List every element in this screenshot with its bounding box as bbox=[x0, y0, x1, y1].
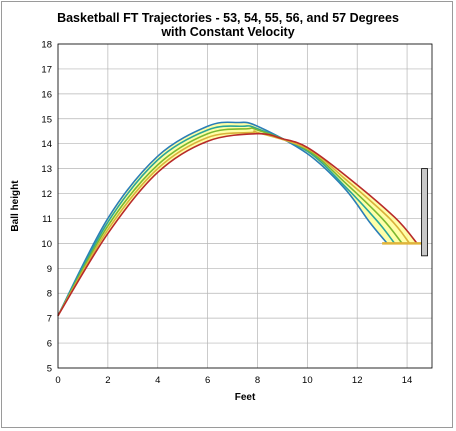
y-tick-label: 10 bbox=[41, 239, 52, 250]
x-tick-label: 14 bbox=[402, 375, 413, 386]
y-tick-label: 17 bbox=[41, 64, 52, 75]
y-axis-ticks: 5 6 7 8 9 10 11 12 13 14 15 16 17 18 bbox=[41, 40, 52, 375]
y-tick-label: 16 bbox=[41, 89, 52, 100]
x-tick-label: 0 bbox=[55, 375, 60, 386]
hoop-group bbox=[382, 168, 428, 257]
trajectory-line-4 bbox=[57, 130, 411, 317]
y-tick-label: 13 bbox=[41, 164, 52, 175]
y-tick-label: 8 bbox=[47, 289, 52, 300]
chart-subtitle: with Constant Velocity bbox=[161, 25, 295, 39]
y-tick-label: 7 bbox=[47, 314, 52, 325]
y-tick-label: 9 bbox=[47, 264, 52, 275]
trajectory-line-3 bbox=[57, 127, 403, 317]
y-tick-label: 11 bbox=[42, 214, 52, 225]
x-tick-label: 6 bbox=[205, 375, 210, 386]
x-tick-label: 12 bbox=[352, 375, 363, 386]
backboard bbox=[421, 168, 428, 257]
x-tick-label: 10 bbox=[302, 375, 313, 386]
x-tick-label: 2 bbox=[105, 375, 110, 386]
y-tick-label: 5 bbox=[47, 364, 52, 375]
trajectory-line-1 bbox=[57, 121, 388, 317]
y-tick-label: 14 bbox=[41, 139, 52, 150]
y-axis-label: Ball height bbox=[10, 180, 21, 232]
y-tick-label: 18 bbox=[41, 40, 52, 51]
y-tick-label: 12 bbox=[41, 189, 52, 200]
x-tick-label: 8 bbox=[255, 375, 260, 386]
y-tick-label: 6 bbox=[47, 339, 52, 350]
x-axis-ticks: 0 2 4 6 8 10 12 14 bbox=[55, 375, 412, 386]
series-group bbox=[57, 121, 418, 317]
trajectory-line-2 bbox=[57, 125, 396, 317]
trajectory-line-5 bbox=[57, 132, 418, 317]
plot-area bbox=[57, 43, 433, 369]
x-tick-label: 4 bbox=[155, 375, 160, 386]
chart-title: Basketball FT Trajectories - 53, 54, 55,… bbox=[57, 11, 399, 25]
grid-lines bbox=[57, 43, 432, 369]
x-axis-label: Feet bbox=[235, 392, 256, 403]
y-tick-label: 15 bbox=[41, 114, 52, 125]
